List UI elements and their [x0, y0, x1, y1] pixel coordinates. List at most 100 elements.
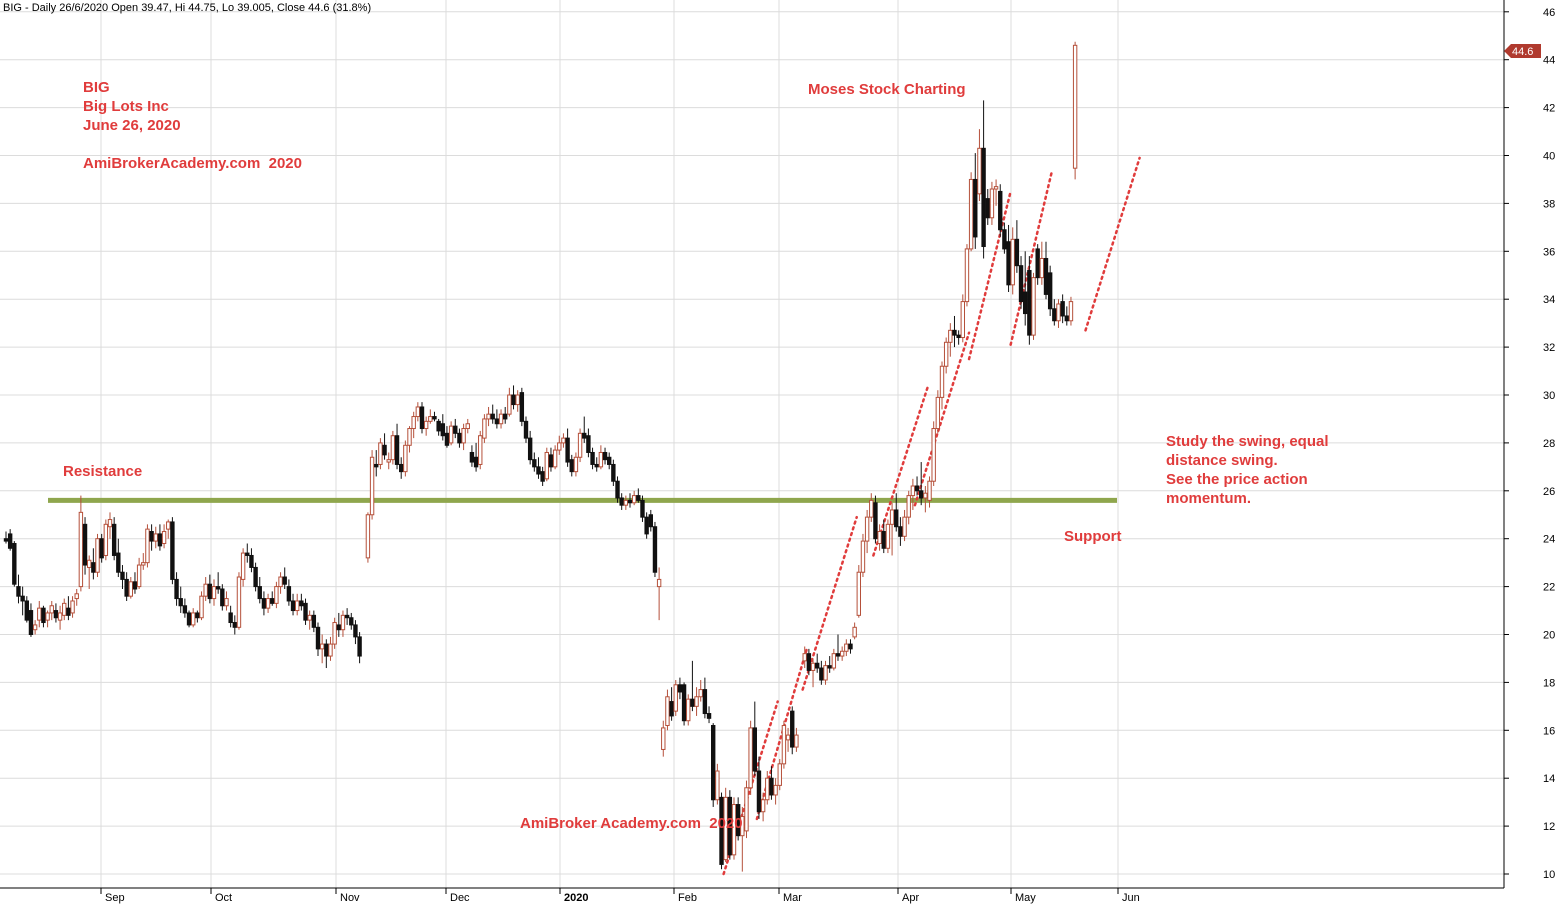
candle-body	[153, 533, 158, 542]
candle	[656, 567, 662, 621]
candle	[885, 519, 891, 554]
candle	[161, 524, 167, 549]
candle	[623, 495, 629, 510]
annotation-study-4: momentum.	[1166, 490, 1251, 507]
candle	[107, 512, 113, 539]
candle-body	[265, 598, 271, 609]
candle	[985, 189, 990, 225]
candle	[652, 521, 658, 578]
candle	[760, 792, 766, 822]
candle-body	[423, 420, 429, 430]
candle	[669, 687, 674, 721]
candle-body	[407, 428, 412, 446]
candle	[1010, 227, 1015, 295]
candle	[756, 756, 762, 819]
candle-body	[607, 456, 612, 465]
candle-body	[228, 612, 233, 624]
candle	[28, 603, 34, 637]
candle	[631, 490, 637, 506]
candle	[178, 586, 183, 613]
candle-body	[1035, 248, 1040, 279]
y-tick-label: 26	[1543, 486, 1555, 498]
candle	[848, 639, 853, 654]
candle-body	[469, 451, 475, 463]
candle	[299, 593, 304, 611]
candle	[806, 648, 812, 676]
candle-body	[157, 533, 163, 547]
candle-body	[245, 552, 250, 556]
candle-body	[240, 552, 246, 580]
grid-lines	[0, 0, 1504, 888]
candle	[590, 447, 595, 470]
candle	[993, 179, 999, 206]
candle	[136, 557, 142, 589]
candle	[428, 409, 433, 424]
candle-body	[315, 626, 321, 650]
candle	[53, 603, 59, 623]
candle-body	[615, 480, 620, 499]
candle	[257, 577, 262, 604]
candle-body	[278, 576, 283, 588]
candle	[1039, 241, 1045, 285]
candle	[399, 457, 404, 479]
candle	[141, 553, 146, 570]
candle-body	[931, 428, 936, 482]
candle	[478, 430, 483, 470]
candle	[989, 181, 995, 225]
candle	[332, 617, 337, 649]
candle-body	[378, 442, 383, 465]
candle-body	[611, 463, 616, 482]
candle	[773, 778, 778, 805]
candle-body	[286, 586, 292, 602]
candle	[66, 596, 71, 621]
candle-body	[552, 449, 558, 468]
candle-body	[232, 622, 238, 628]
candle	[153, 526, 158, 549]
candle	[249, 548, 254, 573]
candle-body	[977, 147, 982, 195]
candle-body	[690, 698, 695, 707]
x-tick-label: May	[1015, 892, 1036, 904]
candle-body	[207, 583, 213, 600]
candle	[465, 418, 470, 434]
candle-body	[561, 437, 566, 444]
candle	[611, 459, 616, 487]
candle	[690, 660, 695, 712]
candle-body	[644, 516, 649, 535]
candle	[70, 596, 75, 618]
candle-body	[374, 463, 379, 468]
candle-body	[166, 521, 171, 530]
candle	[357, 632, 362, 664]
candle-body	[723, 796, 728, 861]
candle	[378, 438, 383, 470]
candle	[45, 610, 50, 628]
candle-body	[236, 576, 242, 628]
y-tick-label: 46	[1543, 7, 1555, 19]
candle-body	[848, 643, 853, 650]
candle	[57, 605, 63, 630]
candle	[569, 454, 574, 477]
candle-body	[740, 816, 745, 837]
candle-body	[340, 614, 346, 631]
candle-body	[860, 540, 866, 573]
candle	[457, 428, 462, 448]
candle	[1035, 244, 1040, 285]
candle	[648, 509, 653, 532]
candle	[727, 790, 733, 860]
candle-body	[902, 516, 907, 537]
candle-body	[136, 564, 142, 588]
candle-body	[681, 684, 687, 722]
swing-dotted-line	[913, 331, 971, 507]
candle-body	[390, 435, 396, 461]
candle-body	[523, 420, 529, 439]
candle	[286, 579, 292, 606]
candle-body	[486, 413, 491, 420]
candle	[557, 435, 562, 455]
candle-body	[124, 578, 129, 597]
candle-body	[428, 416, 433, 422]
candle-body	[3, 538, 9, 542]
candle	[615, 476, 620, 503]
swing-dotted-line	[967, 190, 1012, 361]
candle	[365, 512, 371, 563]
candle	[328, 636, 333, 661]
